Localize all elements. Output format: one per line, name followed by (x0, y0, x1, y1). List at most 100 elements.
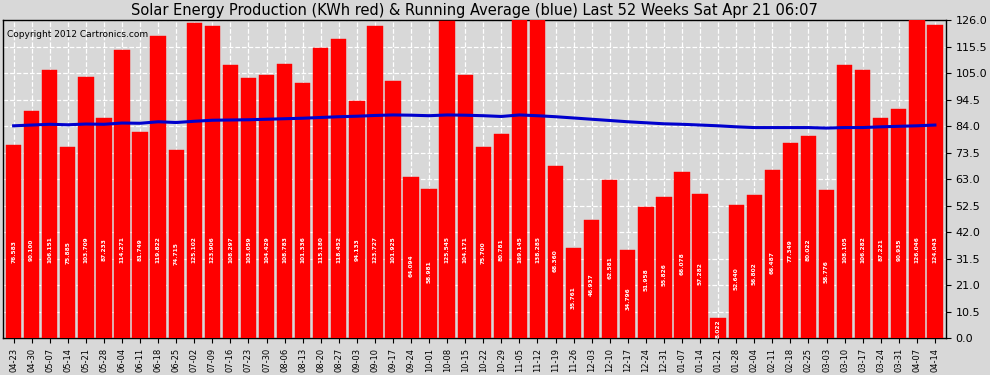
Bar (674, 171, 690, 338)
Bar (457, 75, 473, 338)
Bar (801, 136, 816, 338)
Bar (403, 177, 419, 338)
Text: 101.925: 101.925 (390, 237, 395, 263)
Bar (96, 118, 112, 338)
Text: 74.715: 74.715 (173, 242, 179, 265)
Bar (928, 25, 942, 338)
Bar (223, 65, 238, 338)
Bar (855, 70, 870, 338)
Text: 106.151: 106.151 (48, 237, 52, 263)
Text: 103.059: 103.059 (246, 237, 250, 263)
Bar (656, 197, 671, 338)
Bar (42, 70, 57, 338)
Text: 68.360: 68.360 (553, 249, 558, 272)
Text: 118.452: 118.452 (337, 237, 342, 264)
Bar (24, 111, 40, 338)
Bar (639, 207, 653, 338)
Bar (764, 171, 780, 338)
Bar (422, 189, 437, 338)
Text: 75.885: 75.885 (65, 241, 70, 264)
Bar (891, 109, 907, 338)
Text: 103.709: 103.709 (83, 237, 88, 263)
Bar (241, 78, 256, 338)
Bar (837, 66, 852, 338)
Bar (566, 248, 581, 338)
Text: 123.906: 123.906 (210, 237, 215, 263)
Text: 123.727: 123.727 (372, 237, 377, 264)
Bar (746, 195, 762, 338)
Text: 81.749: 81.749 (138, 238, 143, 261)
Text: 124.043: 124.043 (933, 237, 938, 263)
Bar (909, 20, 925, 338)
Bar (114, 50, 130, 338)
Text: 80.781: 80.781 (499, 238, 504, 261)
Text: 106.282: 106.282 (860, 237, 865, 263)
Bar (205, 26, 220, 338)
Bar (692, 194, 708, 338)
Text: 90.935: 90.935 (896, 239, 901, 261)
Bar (602, 180, 618, 338)
Bar (150, 36, 165, 338)
Text: 119.822: 119.822 (155, 237, 160, 263)
Bar (547, 166, 563, 338)
Text: 104.429: 104.429 (264, 237, 269, 263)
Text: 76.583: 76.583 (11, 240, 16, 263)
Text: 55.826: 55.826 (661, 263, 666, 286)
Text: 66.487: 66.487 (770, 251, 775, 274)
Text: 94.133: 94.133 (354, 238, 359, 261)
Bar (295, 82, 310, 338)
Bar (530, 0, 545, 338)
Bar (729, 206, 743, 338)
Bar (331, 39, 346, 338)
Text: 108.297: 108.297 (228, 237, 233, 263)
Bar (873, 118, 888, 338)
Bar (168, 150, 184, 338)
Bar (186, 22, 202, 338)
Bar (78, 76, 93, 338)
Bar (60, 147, 75, 338)
Text: 57.282: 57.282 (698, 262, 703, 285)
Bar (313, 48, 329, 338)
Bar (440, 21, 454, 338)
Text: 87.221: 87.221 (878, 238, 883, 261)
Text: 62.581: 62.581 (607, 256, 612, 279)
Text: 58.776: 58.776 (824, 260, 829, 283)
Text: 8.022: 8.022 (716, 320, 721, 339)
Text: 125.545: 125.545 (445, 237, 449, 264)
Bar (133, 132, 148, 338)
Bar (783, 143, 798, 338)
Text: 125.102: 125.102 (192, 237, 197, 263)
Text: 77.349: 77.349 (788, 239, 793, 262)
Text: 51.958: 51.958 (644, 268, 648, 291)
Bar (620, 251, 636, 338)
Text: 126.046: 126.046 (915, 237, 920, 263)
Bar (277, 64, 292, 338)
Bar (494, 134, 509, 338)
Bar (584, 220, 599, 338)
Bar (367, 26, 382, 338)
Title: Solar Energy Production (KWh red) & Running Average (blue) Last 52 Weeks Sat Apr: Solar Energy Production (KWh red) & Runn… (131, 3, 818, 18)
Text: 169.145: 169.145 (517, 237, 522, 263)
Text: 108.783: 108.783 (282, 237, 287, 263)
Text: 114.271: 114.271 (120, 237, 125, 264)
Bar (385, 81, 401, 338)
Text: 46.937: 46.937 (589, 274, 594, 296)
Text: 104.171: 104.171 (462, 237, 467, 263)
Text: 108.105: 108.105 (842, 237, 847, 263)
Text: 56.802: 56.802 (751, 262, 756, 285)
Bar (349, 101, 364, 338)
Text: 34.796: 34.796 (626, 287, 631, 310)
Text: 138.285: 138.285 (535, 237, 540, 264)
Text: 58.981: 58.981 (427, 260, 432, 283)
Bar (6, 145, 22, 338)
Text: 66.078: 66.078 (679, 252, 684, 274)
Text: 90.100: 90.100 (29, 239, 35, 261)
Bar (258, 75, 274, 338)
Bar (512, 0, 527, 338)
Text: 64.094: 64.094 (409, 254, 414, 277)
Text: 35.761: 35.761 (571, 286, 576, 309)
Bar (711, 318, 726, 338)
Text: 87.233: 87.233 (101, 238, 107, 261)
Text: 80.022: 80.022 (806, 238, 811, 261)
Text: 101.336: 101.336 (300, 237, 305, 263)
